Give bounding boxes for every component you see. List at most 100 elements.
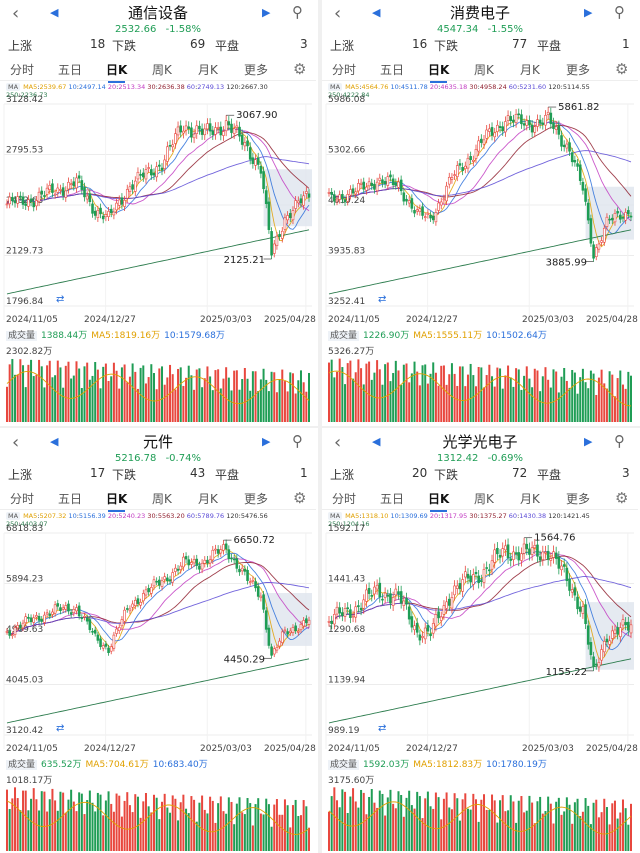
candle xyxy=(256,152,260,170)
search-icon[interactable]: ⚲ xyxy=(614,3,625,21)
y-tick-label: 2129.73 xyxy=(6,247,43,257)
next-sector-icon[interactable]: ▶ xyxy=(262,6,271,19)
candle xyxy=(597,657,601,672)
candle xyxy=(562,140,566,152)
tab-monthly-k[interactable]: 月K xyxy=(198,492,218,506)
back-icon[interactable]: ‹ xyxy=(334,432,342,453)
candle xyxy=(613,209,617,226)
tab-daily-k[interactable]: 日K xyxy=(106,63,128,83)
gear-icon[interactable]: ⚙ xyxy=(615,60,629,78)
zoom-icon[interactable]: ⇄ xyxy=(56,723,64,734)
tab-intraday[interactable]: 分时 xyxy=(10,63,35,77)
ma250-label: 250 xyxy=(6,520,19,528)
volume-bar xyxy=(195,369,198,422)
tab-more[interactable]: 更多 xyxy=(244,63,269,77)
x-tick-label: 2024/11/05 xyxy=(328,744,380,754)
ma-selector[interactable]: MA xyxy=(328,83,343,91)
volume-bar xyxy=(432,362,435,422)
tab-weekly-k[interactable]: 周K xyxy=(474,492,494,506)
volume-bar xyxy=(115,370,118,422)
gear-icon[interactable]: ⚙ xyxy=(615,489,629,507)
last-price: 5216.78 xyxy=(115,453,157,464)
tab-more[interactable]: 更多 xyxy=(244,492,269,506)
panel-header: ‹ ◀ 元件 ▶ ⚲ xyxy=(0,429,316,455)
tab-daily-k[interactable]: 日K xyxy=(428,63,450,83)
ma-selector[interactable]: MA xyxy=(6,512,21,520)
tab-intraday[interactable]: 分时 xyxy=(332,492,357,506)
candle xyxy=(59,184,62,195)
back-icon[interactable]: ‹ xyxy=(12,432,20,453)
candle xyxy=(206,118,209,135)
tab-five-day[interactable]: 五日 xyxy=(380,492,405,506)
tab-five-day[interactable]: 五日 xyxy=(58,63,83,77)
previous-sector-icon[interactable]: ◀ xyxy=(50,435,59,448)
tab-weekly-k[interactable]: 周K xyxy=(474,63,494,77)
previous-sector-icon[interactable]: ◀ xyxy=(372,435,381,448)
candle xyxy=(280,227,284,243)
candle xyxy=(80,614,84,622)
ma-selector[interactable]: MA xyxy=(6,83,21,91)
ma-selector[interactable]: MA xyxy=(328,512,343,520)
volume-value: 635.52万 xyxy=(41,760,82,770)
gear-icon[interactable]: ⚙ xyxy=(293,489,307,507)
candle xyxy=(305,615,308,627)
next-sector-icon[interactable]: ▶ xyxy=(262,435,271,448)
previous-sector-icon[interactable]: ◀ xyxy=(50,6,59,19)
volume-selector[interactable]: 成交量 xyxy=(6,760,38,770)
volume-bar xyxy=(278,814,281,851)
candle xyxy=(383,587,387,604)
ma20-label: 20 xyxy=(107,83,117,91)
volume-bar xyxy=(418,385,421,422)
volume-bar xyxy=(469,809,472,851)
candle xyxy=(560,130,563,152)
search-icon[interactable]: ⚲ xyxy=(292,432,303,450)
volume-selector[interactable]: 成交量 xyxy=(328,331,360,341)
volume-selector[interactable]: 成交量 xyxy=(328,760,360,770)
zoom-icon[interactable]: ⇄ xyxy=(378,294,386,305)
previous-sector-icon[interactable]: ◀ xyxy=(372,6,381,19)
volume-bar xyxy=(576,393,579,422)
volume-bar xyxy=(267,391,270,422)
next-sector-icon[interactable]: ▶ xyxy=(584,6,593,19)
tab-daily-k[interactable]: 日K xyxy=(106,492,128,512)
back-icon[interactable]: ‹ xyxy=(334,3,342,24)
volume-bar xyxy=(442,365,445,422)
zoom-icon[interactable]: ⇄ xyxy=(56,294,64,305)
volume-bar xyxy=(187,365,190,422)
volume-bar xyxy=(485,375,488,422)
tab-monthly-k[interactable]: 月K xyxy=(198,63,218,77)
volume-bar xyxy=(341,367,344,422)
tab-weekly-k[interactable]: 周K xyxy=(152,492,172,506)
next-sector-icon[interactable]: ▶ xyxy=(584,435,593,448)
candle xyxy=(203,556,207,568)
volume-bar xyxy=(597,817,600,851)
candle xyxy=(214,122,217,140)
volume-bar xyxy=(308,372,310,422)
tab-monthly-k[interactable]: 月K xyxy=(520,63,540,77)
volume-ma10-label: 10 xyxy=(164,331,176,341)
panel-header: ‹ ◀ 光学光电子 ▶ ⚲ xyxy=(322,429,638,455)
tab-daily-k[interactable]: 日K xyxy=(428,492,450,512)
volume-bar xyxy=(608,824,611,851)
tab-five-day[interactable]: 五日 xyxy=(380,63,405,77)
tab-weekly-k[interactable]: 周K xyxy=(152,63,172,77)
volume-bar xyxy=(466,374,469,422)
volume-bar xyxy=(370,379,373,422)
volume-selector[interactable]: 成交量 xyxy=(6,331,38,341)
volume-bar xyxy=(619,812,622,851)
back-icon[interactable]: ‹ xyxy=(12,3,20,24)
tab-monthly-k[interactable]: 月K xyxy=(520,492,540,506)
candle xyxy=(568,137,571,156)
candle xyxy=(168,140,172,151)
tab-intraday[interactable]: 分时 xyxy=(332,63,357,77)
gear-icon[interactable]: ⚙ xyxy=(293,60,307,78)
search-icon[interactable]: ⚲ xyxy=(614,432,625,450)
zoom-icon[interactable]: ⇄ xyxy=(378,723,386,734)
volume-bar xyxy=(565,380,568,422)
candle xyxy=(56,599,60,610)
tab-more[interactable]: 更多 xyxy=(566,63,591,77)
tab-intraday[interactable]: 分时 xyxy=(10,492,35,506)
tab-five-day[interactable]: 五日 xyxy=(58,492,83,506)
tab-more[interactable]: 更多 xyxy=(566,492,591,506)
search-icon[interactable]: ⚲ xyxy=(292,3,303,21)
